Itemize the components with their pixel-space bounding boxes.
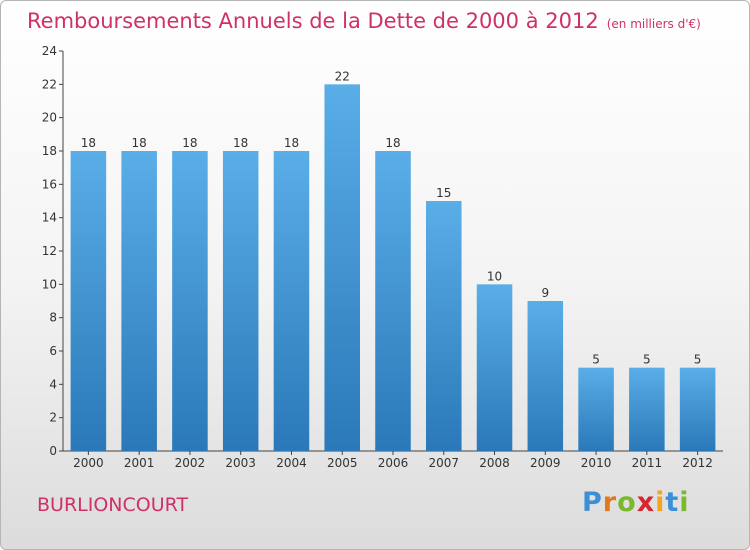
data-label: 18 (284, 136, 299, 150)
x-tick-label: 2001 (124, 456, 155, 470)
town-name: BURLIONCOURT (37, 494, 189, 516)
data-label: 15 (436, 186, 451, 200)
y-tick-label: 14 (42, 211, 57, 225)
y-tick-label: 20 (42, 111, 57, 125)
bar (527, 301, 564, 451)
x-tick-label: 2006 (378, 456, 409, 470)
data-label: 10 (487, 269, 502, 283)
y-tick-label: 12 (42, 244, 57, 258)
bar (476, 284, 513, 451)
proxiti-logo: Proxiti (582, 487, 690, 518)
logo-letter: t (665, 487, 680, 518)
y-tick-label: 2 (49, 411, 57, 425)
logo-letter: i (655, 487, 666, 518)
data-label: 22 (335, 69, 350, 83)
logo-letter: x (636, 487, 656, 518)
bar (375, 151, 411, 451)
x-tick-label: 2005 (327, 456, 358, 470)
y-tick-label: 22 (42, 77, 57, 91)
bar (679, 367, 716, 451)
chart-title: Remboursements Annuels de la Dette de 20… (27, 9, 701, 33)
y-tick-label: 4 (49, 377, 57, 391)
chart-title-main: Remboursements Annuels de la Dette de 20… (27, 9, 599, 33)
bar (70, 151, 107, 451)
data-label: 5 (592, 353, 600, 367)
bar (578, 367, 614, 451)
data-label: 18 (182, 136, 197, 150)
bar (324, 84, 360, 451)
data-label: 18 (132, 136, 147, 150)
y-tick-label: 10 (42, 277, 57, 291)
x-tick-label: 2009 (530, 456, 561, 470)
x-tick-label: 2008 (479, 456, 510, 470)
data-label: 18 (81, 136, 96, 150)
y-tick-label: 16 (42, 177, 57, 191)
y-tick-label: 0 (49, 444, 57, 458)
x-tick-label: 2003 (225, 456, 256, 470)
data-label: 18 (385, 136, 400, 150)
y-tick-label: 8 (49, 311, 57, 325)
bar (629, 367, 665, 451)
y-tick-label: 18 (42, 144, 57, 158)
data-label: 5 (694, 353, 702, 367)
chart-title-unit: (en milliers d'€) (606, 17, 701, 31)
logo-letter: o (617, 487, 637, 518)
bar (273, 151, 310, 451)
x-tick-label: 2000 (73, 456, 104, 470)
logo-letter: r (602, 487, 618, 518)
logo-letter: i (679, 487, 690, 518)
y-tick-label: 6 (49, 344, 57, 358)
x-tick-label: 2011 (632, 456, 663, 470)
x-tick-label: 2007 (428, 456, 459, 470)
data-label: 18 (233, 136, 248, 150)
bar (222, 151, 259, 451)
bar (426, 201, 462, 451)
x-tick-label: 2012 (682, 456, 713, 470)
x-tick-label: 2010 (581, 456, 612, 470)
y-tick-label: 24 (42, 44, 57, 58)
x-tick-label: 2004 (276, 456, 307, 470)
data-label: 9 (541, 286, 549, 300)
x-tick-label: 2002 (175, 456, 206, 470)
data-label: 5 (643, 353, 651, 367)
bar (121, 151, 157, 451)
logo-letter: P (582, 487, 603, 518)
bar (172, 151, 208, 451)
